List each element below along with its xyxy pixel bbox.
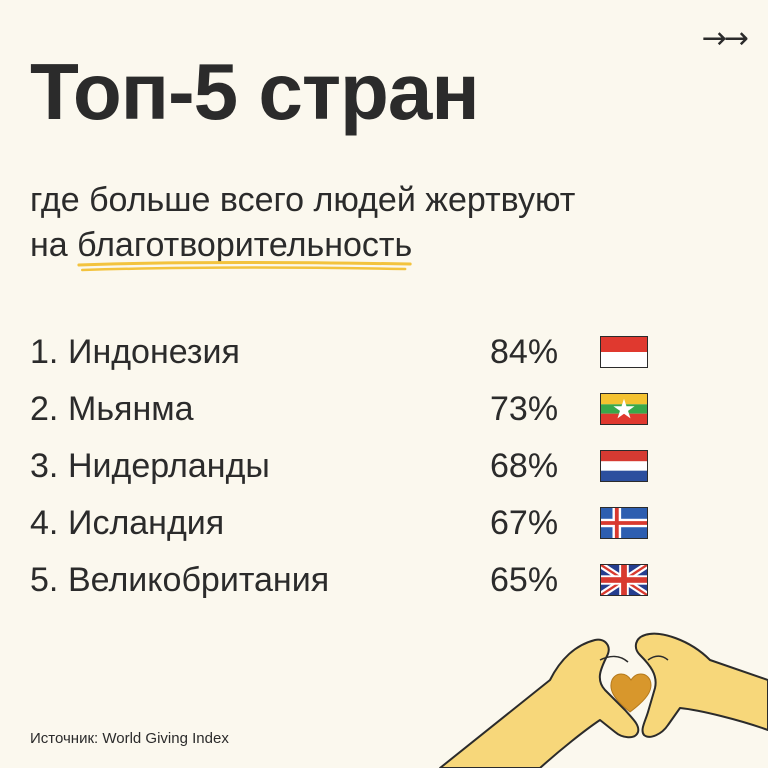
country-name: Великобритания [68,561,330,599]
flag-uk-icon [600,564,648,596]
percent-value: 65% [490,561,559,599]
list-item: 4. Исландия 67% [30,501,670,558]
country-name: Нидерланды [68,447,270,485]
percent-value: 73% [490,390,559,428]
source-note: Источник: World Giving Index [30,730,229,747]
flag-netherlands-icon [600,450,648,482]
flag-indonesia-icon [600,336,648,368]
country-name: Исландия [68,504,225,542]
country-name: Индонезия [68,333,240,371]
rank-number: 5. [30,561,59,599]
list-item: 3. Нидерланды 68% [30,444,670,501]
highlighted-word-text: благотворительность [77,226,413,264]
subtitle-line-2: на благотворительность [30,223,575,272]
rank-number: 1. [30,333,59,371]
percent-value: 68% [490,447,559,485]
highlighted-word: благотворительность [77,223,413,272]
subtitle-prefix: на [30,226,78,264]
double-arrow-right-icon[interactable]: →→ [701,21,749,56]
percent-value: 84% [490,333,559,371]
heart-hands-icon [439,632,768,768]
rank-number: 3. [30,447,59,485]
country-name: Мьянма [68,390,194,428]
subtitle: где больше всего людей жертвуют на благо… [30,178,576,272]
rank-number: 4. [30,504,59,542]
list-item: 2. Мьянма 73% [30,387,670,444]
list-item: 5. Великобритания 65% [30,558,670,615]
list-item: 1. Индонезия 84% [30,330,670,387]
flag-myanmar-icon [600,393,648,425]
page-title: Топ-5 стран [30,47,480,136]
rank-number: 2. [30,390,59,428]
highlight-underline-icon [77,261,412,272]
ranking-list: 1. Индонезия 84% 2. Мьянма 73% 3. Нидерл… [30,330,670,615]
percent-value: 67% [490,504,559,542]
flag-iceland-icon [600,507,648,539]
subtitle-line-1: где больше всего людей жертвуют [30,181,576,219]
